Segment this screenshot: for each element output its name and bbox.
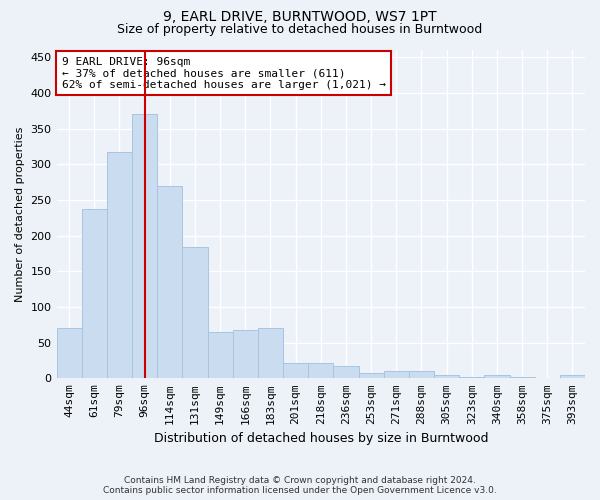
X-axis label: Distribution of detached houses by size in Burntwood: Distribution of detached houses by size … — [154, 432, 488, 445]
Bar — [509, 377, 535, 378]
Text: 9 EARL DRIVE: 96sqm
← 37% of detached houses are smaller (611)
62% of semi-detac: 9 EARL DRIVE: 96sqm ← 37% of detached ho… — [62, 56, 386, 90]
Text: Contains HM Land Registry data © Crown copyright and database right 2024.
Contai: Contains HM Land Registry data © Crown c… — [103, 476, 497, 495]
Bar — [258, 328, 283, 378]
Bar — [434, 376, 459, 378]
Bar — [82, 209, 107, 378]
Bar — [107, 152, 132, 378]
Bar — [334, 366, 359, 378]
Text: 9, EARL DRIVE, BURNTWOOD, WS7 1PT: 9, EARL DRIVE, BURNTWOOD, WS7 1PT — [163, 10, 437, 24]
Bar — [208, 332, 233, 378]
Bar — [383, 371, 409, 378]
Bar — [560, 376, 585, 378]
Bar — [56, 328, 82, 378]
Y-axis label: Number of detached properties: Number of detached properties — [15, 126, 25, 302]
Bar — [459, 377, 484, 378]
Text: Size of property relative to detached houses in Burntwood: Size of property relative to detached ho… — [118, 22, 482, 36]
Bar — [157, 186, 182, 378]
Bar — [182, 247, 208, 378]
Bar — [308, 364, 334, 378]
Bar — [359, 372, 383, 378]
Bar — [484, 376, 509, 378]
Bar — [409, 371, 434, 378]
Bar — [132, 114, 157, 378]
Bar — [283, 362, 308, 378]
Bar — [233, 330, 258, 378]
